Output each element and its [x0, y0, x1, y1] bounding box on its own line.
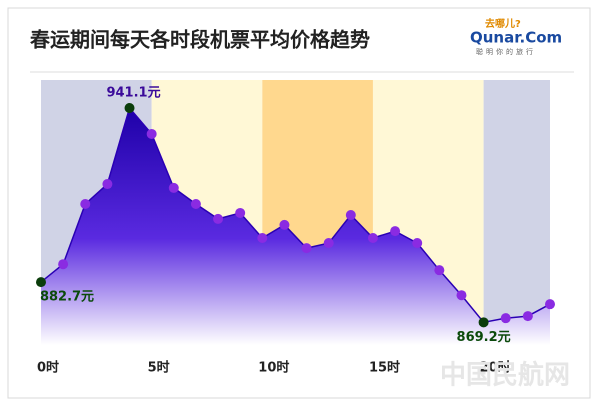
data-point: [80, 199, 91, 210]
x-tick-label: 10时: [258, 360, 289, 376]
data-point: [168, 182, 179, 193]
data-point: [190, 199, 201, 210]
data-point: [345, 210, 356, 221]
x-tick-label: 0时: [37, 360, 59, 376]
logo-slogan: 聪明你的旅行: [476, 47, 536, 56]
price-area: [41, 108, 550, 345]
value-label: 941.1元: [106, 86, 160, 101]
logo-name: Qunar.Com: [470, 29, 562, 47]
data-point: [279, 219, 290, 230]
data-point: [58, 259, 69, 270]
data-point: [257, 232, 268, 243]
value-label: 869.2元: [457, 330, 511, 345]
data-point: [456, 290, 467, 301]
x-tick-label: 20时: [480, 360, 511, 376]
logo-top: 去哪儿?: [485, 17, 521, 30]
price-line: [40, 106, 551, 324]
data-point: [36, 277, 46, 288]
data-point: [367, 232, 378, 243]
x-tick-label: 5时: [148, 360, 170, 376]
data-point: [522, 311, 533, 322]
data-point: [434, 265, 445, 276]
x-tick-label: 15时: [369, 360, 400, 376]
data-point: [500, 313, 511, 324]
data-point: [146, 128, 157, 139]
data-point: [323, 238, 334, 249]
watermark: 中国民航网: [440, 360, 570, 391]
data-point: [235, 207, 246, 218]
data-point: [301, 243, 312, 254]
data-point: [478, 317, 489, 328]
data-point: [390, 226, 401, 237]
data-point: [213, 213, 224, 224]
data-point: [124, 103, 135, 114]
data-point: [545, 299, 555, 310]
chart-title: 春运期间每天各时段机票平均价格趋势: [29, 28, 370, 52]
data-point: [412, 238, 423, 249]
time-band: [483, 80, 550, 345]
value-label: 882.7元: [40, 290, 94, 305]
data-point: [102, 179, 113, 190]
